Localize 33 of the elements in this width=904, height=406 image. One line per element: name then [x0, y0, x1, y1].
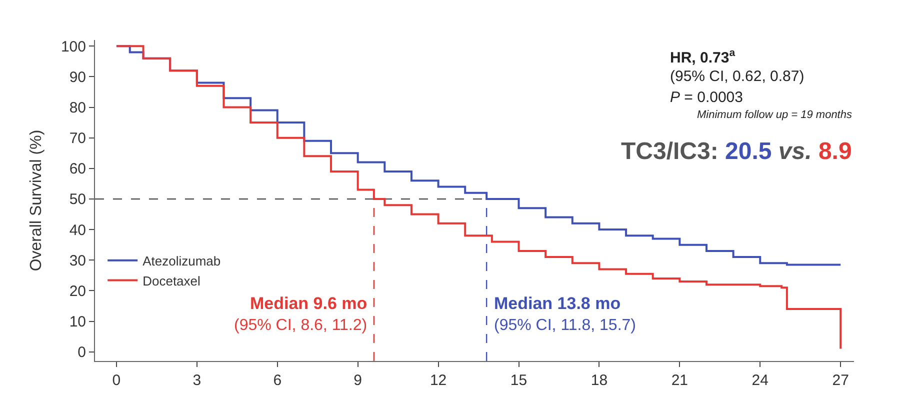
x-tick-label: 18 — [590, 372, 608, 389]
y-tick-label: 50 — [69, 191, 86, 208]
legend-label: Docetaxel — [142, 273, 201, 288]
x-tick-label: 27 — [832, 372, 849, 389]
x-tick-label: 21 — [671, 372, 688, 389]
annotation: TC3/IC3: 20.5 vs. 8.9 — [621, 138, 852, 165]
y-tick-label: 70 — [69, 130, 86, 148]
annotation: HR, 0.73$^{a}$ — [670, 47, 736, 66]
annotation: Median 9.6 mo — [250, 294, 368, 313]
y-tick-label: 0 — [78, 344, 86, 362]
x-tick-label: 15 — [510, 372, 528, 389]
y-tick-label: 40 — [69, 222, 86, 239]
legend-label: Atezolizumab — [142, 253, 221, 268]
annotation: Median 13.8 mo — [494, 294, 621, 313]
y-tick-label: 10 — [69, 314, 86, 331]
y-tick-label: 20 — [69, 282, 86, 300]
y-axis-title: Overall Survival (%) — [28, 130, 45, 272]
annotation: (95% CI, 8.6, 11.2) — [234, 317, 368, 334]
annotation: P = 0.0003 — [670, 89, 743, 106]
x-tick-label: 0 — [112, 372, 121, 389]
x-tick-label: 3 — [192, 372, 202, 389]
annotation: (95% CI, 11.8, 15.7) — [494, 317, 636, 334]
annotation: Minimum follow up = 19 months — [697, 109, 852, 121]
y-tick-label: 100 — [60, 38, 86, 56]
x-tick-label: 12 — [430, 372, 447, 389]
annotation: (95% CI, 0.62, 0.87) — [670, 68, 804, 85]
x-tick-label: 24 — [752, 372, 768, 389]
y-tick-label: 90 — [69, 68, 86, 86]
x-tick-label: 9 — [354, 372, 362, 389]
y-tick-label: 80 — [69, 100, 86, 117]
y-tick-label: 60 — [69, 160, 86, 178]
y-tick-label: 30 — [69, 252, 86, 270]
x-tick-label: 6 — [273, 372, 282, 389]
